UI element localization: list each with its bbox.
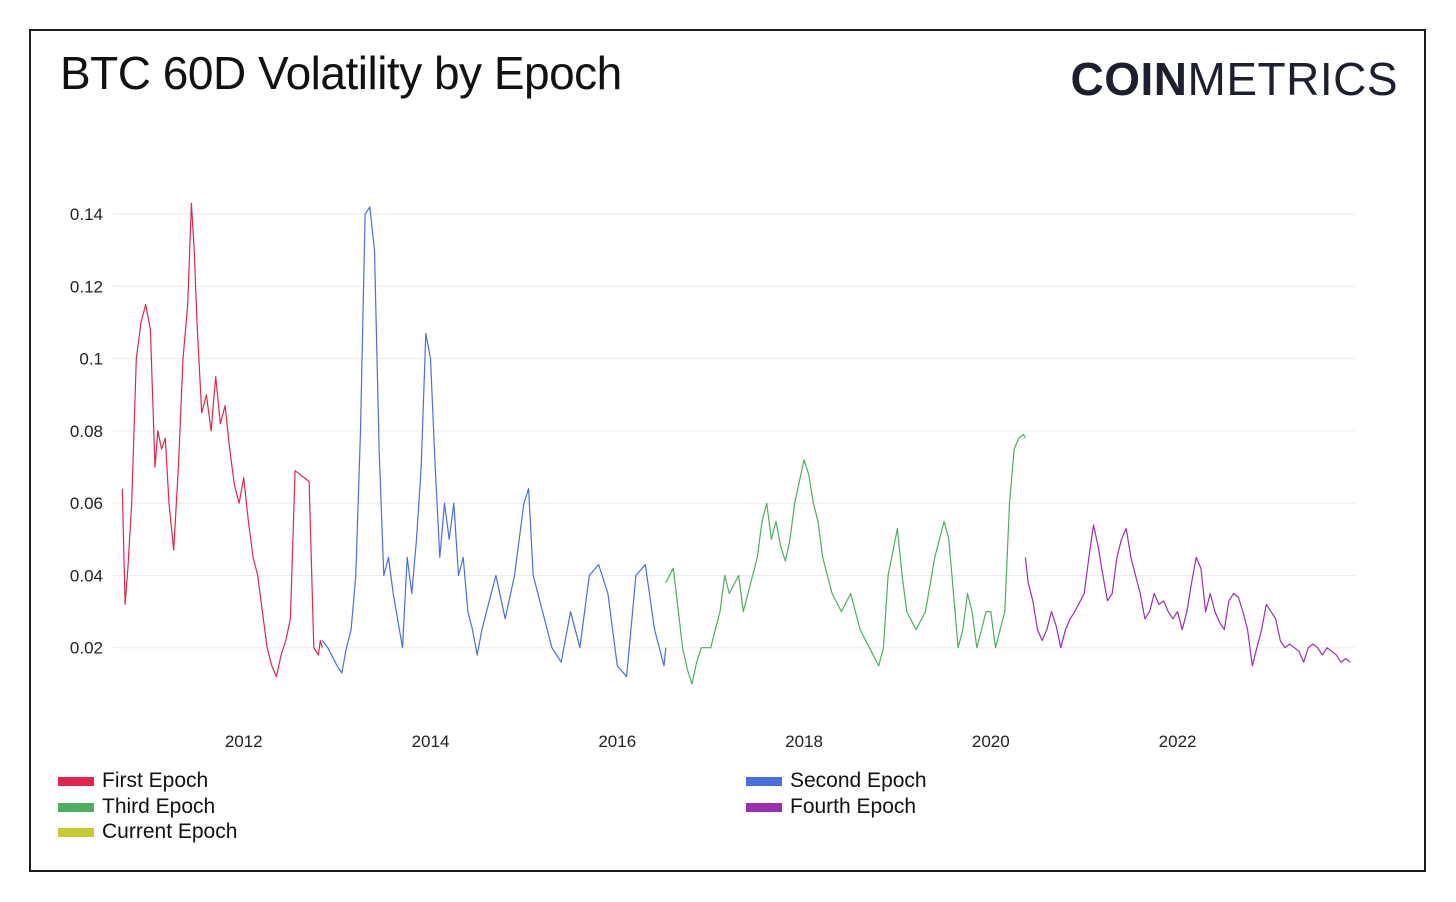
y-tick-label: 0.14	[70, 205, 103, 224]
y-tick-label: 0.08	[70, 422, 103, 441]
chart-frame	[29, 29, 1426, 872]
x-tick-label: 2014	[412, 732, 450, 751]
series-line-second-epoch	[321, 206, 667, 678]
y-tick-label: 0.12	[70, 277, 103, 296]
y-tick-label: 0.02	[70, 639, 103, 658]
x-tick-label: 2012	[225, 732, 263, 751]
legend-swatch	[58, 776, 94, 786]
y-tick-label: 0.06	[70, 494, 103, 513]
legend-swatch	[58, 827, 94, 837]
y-axis-ticks: 0.02 0.04 0.06 0.08 0.1 0.12 0.14	[70, 205, 103, 658]
series-line-first-epoch	[121, 202, 323, 678]
legend-swatch	[746, 802, 782, 812]
legend-item: Current Epoch	[58, 820, 237, 844]
y-tick-label: 0.04	[70, 566, 103, 585]
series-line-fourth-epoch	[1024, 524, 1351, 667]
logo-light-text: METRICS	[1187, 53, 1398, 105]
legend-label: First Epoch	[102, 769, 209, 792]
legend-label: Second Epoch	[790, 769, 927, 792]
x-tick-label: 2016	[598, 732, 636, 751]
legend-label: Fourth Epoch	[790, 795, 917, 818]
y-tick-label: 0.1	[79, 350, 103, 369]
chart-title: BTC 60D Volatility by Epoch	[60, 47, 622, 99]
x-tick-label: 2020	[972, 732, 1010, 751]
x-tick-label: 2018	[785, 732, 823, 751]
legend-item: First Epoch	[58, 769, 208, 793]
legend-swatch	[746, 776, 782, 786]
series-line-third-epoch	[665, 433, 1026, 685]
logo-bold-text: COIN	[1070, 53, 1188, 105]
legend-swatch	[58, 802, 94, 812]
x-tick-label: 2022	[1159, 732, 1197, 751]
legend-label: Third Epoch	[102, 795, 216, 818]
legend-item: Third Epoch	[58, 795, 215, 819]
legend-label: Current Epoch	[102, 820, 238, 843]
x-axis-ticks: 2012 2014 2016 2018 2020 2022	[225, 732, 1197, 751]
series-lines	[121, 202, 1351, 685]
legend-item: Fourth Epoch	[746, 795, 916, 819]
coinmetrics-logo: COINMETRICS	[1071, 52, 1399, 106]
legend-item: Second Epoch	[746, 769, 927, 793]
grid-lines	[113, 213, 1355, 649]
